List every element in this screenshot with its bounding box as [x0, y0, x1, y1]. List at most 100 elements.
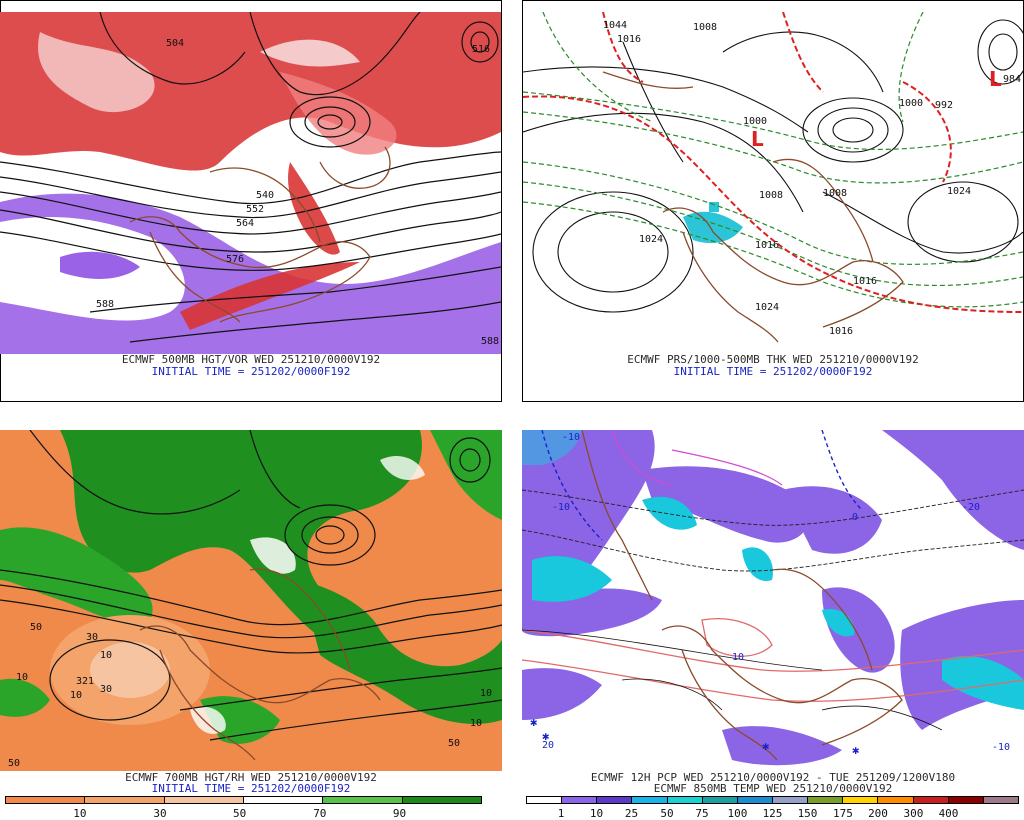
contour-label: 984: [1003, 74, 1021, 85]
contour-label: 540: [256, 190, 274, 201]
legend-tick: 125: [762, 807, 783, 820]
contour-label: 552: [246, 204, 264, 215]
contour-label: -10: [562, 432, 580, 443]
panel-title: ECMWF 700MB HGT/RH WED 251210/0000V192: [125, 771, 377, 784]
contour-label: 10: [16, 672, 28, 683]
snow-symbol: ✱: [852, 743, 859, 757]
legend-swatch: [737, 797, 773, 803]
legend-swatch: [402, 797, 481, 803]
snow-symbol: ✱: [530, 715, 537, 729]
legend-swatch: [983, 797, 1018, 803]
legend-swatch: [562, 797, 598, 803]
legend-tick: 1: [557, 807, 565, 820]
map-500mb-vorticity: 504 540 552 564 576 588 588 516: [0, 12, 501, 354]
contour-label: 10: [732, 652, 744, 663]
legend-swatch: [702, 797, 738, 803]
map-sea-level-pressure: L L 1044 1016 1008 1000 1024 1016 1008 1…: [523, 12, 1023, 354]
legend-tick: 300: [903, 807, 924, 820]
legend-swatch: [6, 797, 86, 803]
legend-swatch: [632, 797, 668, 803]
legend-swatch: [85, 797, 165, 803]
contour-label: 1000: [899, 98, 923, 109]
legend-swatch: [878, 797, 914, 803]
contour-label: 1016: [617, 34, 641, 45]
contour-label: 588: [481, 336, 499, 347]
panel-subtitle: ECMWF 850MB TEMP WED 251210/0000V192: [653, 782, 893, 795]
contour-label: 1024: [755, 302, 779, 313]
legend-tick: 50: [233, 807, 247, 820]
legend-swatch: [948, 797, 984, 803]
legend-tick: 175: [833, 807, 853, 820]
contour-label: 564: [236, 218, 254, 229]
contour-label: 10: [480, 688, 492, 699]
legend-tick: 10: [589, 807, 604, 820]
contour-label: 1016: [853, 276, 877, 287]
legend-swatch: [667, 797, 703, 803]
contour-label: -10: [552, 502, 570, 513]
contour-label: 0: [852, 512, 858, 523]
map-700mb-humidity: 10 50 30 30 10 321 10 50 10 10 50: [0, 430, 502, 771]
legend-tick: 400: [938, 807, 959, 820]
legend-swatch: [913, 797, 949, 803]
initial-time: INITIAL TIME = 251202/0000F192: [151, 782, 351, 795]
contour-label: 1024: [947, 186, 971, 197]
legend-swatch: [164, 797, 244, 803]
contour-label: 20: [542, 740, 554, 751]
contour-label: -20: [962, 502, 980, 513]
contour-label: 588: [96, 299, 114, 310]
rh-legend-ticks: 10 30 50 70 90: [5, 807, 482, 820]
contour-label: 321: [76, 676, 94, 687]
legend-tick: 25: [624, 807, 639, 820]
contour-label: 10: [470, 718, 482, 729]
contour-label: 504: [166, 38, 184, 49]
contour-label: 50: [8, 758, 20, 769]
low-pressure-marker: L: [751, 127, 764, 151]
panel-pressure-thickness: L L 1044 1016 1008 1000 1024 1016 1008 1…: [522, 0, 1024, 402]
panel-precip-850temp: ✱ ✱ ✱ ✱ -10 -10 -20 0 10 20 -10 ECMWF 12…: [522, 430, 1024, 820]
contour-label: -10: [992, 742, 1010, 753]
legend-tick: 50: [660, 807, 674, 820]
contour-label: 1024: [639, 234, 663, 245]
map-precipitation: ✱ ✱ ✱ ✱ -10 -10 -20 0 10 20 -10: [522, 430, 1024, 771]
contour-label: 516: [472, 44, 490, 55]
contour-label: 1008: [693, 22, 717, 33]
contour-label: 992: [935, 100, 953, 111]
legend-swatch: [243, 797, 324, 803]
legend-tick: 10: [73, 807, 87, 820]
contour-label: 1016: [829, 326, 853, 337]
legend-swatch: [597, 797, 633, 803]
contour-label: 1016: [755, 240, 779, 251]
legend-swatch: [323, 797, 403, 803]
precip-color-legend: [526, 796, 1019, 804]
legend-tick: 150: [797, 807, 818, 820]
legend-swatch: [808, 797, 844, 803]
panel-title: ECMWF 12H PCP WED 251210/0000V192 - TUE …: [590, 771, 956, 784]
legend-tick: 75: [695, 807, 709, 820]
contour-label: 30: [100, 684, 112, 695]
legend-swatch: [527, 797, 563, 803]
panel-500mb: 504 540 552 564 576 588 588 516 ECMWF 50…: [0, 0, 502, 402]
contour-label: 1008: [759, 190, 783, 201]
contour-label: 50: [448, 738, 460, 749]
contour-label: 1044: [603, 20, 627, 31]
contour-label: 10: [100, 650, 112, 661]
panel-title: ECMWF PRS/1000-500MB THK WED 251210/0000…: [627, 353, 919, 366]
legend-tick: 30: [153, 807, 167, 820]
contour-label: 1008: [823, 188, 847, 199]
legend-tick: 200: [868, 807, 888, 820]
contour-label: 50: [30, 622, 42, 633]
snow-symbol: ✱: [542, 729, 549, 743]
contour-label: 576: [226, 254, 244, 265]
legend-tick: 70: [313, 807, 327, 820]
precip-legend-ticks: 1 10 25 50 75 100 125 150 175 200 300 40…: [526, 807, 1019, 820]
initial-time: INITIAL TIME = 251202/0000F192: [151, 365, 351, 378]
panel-title: ECMWF 500MB HGT/VOR WED 251210/0000V192: [121, 353, 381, 366]
initial-time: INITIAL TIME = 251202/0000F192: [673, 365, 873, 378]
legend-tick: 100: [727, 807, 748, 820]
contour-label: 30: [86, 632, 98, 643]
low-pressure-marker: L: [989, 67, 1002, 91]
legend-tick: 90: [392, 807, 407, 820]
panel-700mb-rh: 10 50 30 30 10 321 10 50 10 10 50 ECMWF …: [0, 430, 502, 820]
contour-label: 10: [70, 690, 82, 701]
contour-label: 1000: [743, 116, 767, 127]
